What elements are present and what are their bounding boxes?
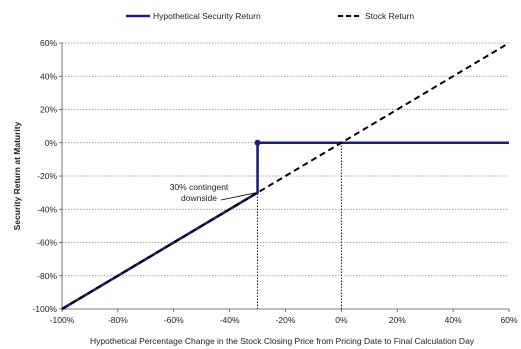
y-tick-label-6: 20%	[40, 105, 57, 115]
security-return-marker	[254, 139, 261, 146]
y-tick-label-5: 0%	[45, 138, 58, 148]
series-lines	[61, 42, 510, 311]
series-line-security-return	[61, 141, 509, 311]
legend: Hypothetical Security Return Stock Retur…	[126, 11, 414, 21]
contingent-downside-annotation: 30% contingent downside	[170, 182, 257, 203]
annotation-arrow	[220, 192, 257, 201]
y-tick-label-1: -80%	[37, 271, 57, 281]
reference-lines	[257, 142, 342, 309]
gridlines	[62, 42, 509, 277]
x-tick-label-6: 20%	[389, 315, 406, 325]
y-tick-label-2: -60%	[37, 238, 57, 248]
x-tick-label-3: -40%	[220, 315, 240, 325]
tick-labels: -100% -80% -60% -40% -20% 0% 20% 40% 60% -100% -80…	[32, 38, 518, 325]
legend-label-stock-return: Stock Return	[365, 11, 414, 21]
x-tick-label-1: -80%	[108, 315, 128, 325]
annotation-line-2: downside	[181, 193, 217, 203]
x-tick-label-2: -60%	[164, 315, 184, 325]
y-tick-label-4: -20%	[37, 171, 57, 181]
x-tick-label-0: -100%	[50, 315, 75, 325]
legend-label-security-return: Hypothetical Security Return	[153, 11, 261, 21]
y-tick-label-7: 40%	[40, 71, 57, 81]
y-tick-label-8: 60%	[40, 38, 57, 48]
x-tick-label-5: 0%	[335, 315, 348, 325]
y-tick-label-0: -100%	[32, 304, 57, 314]
x-tick-label-7: 40%	[445, 315, 462, 325]
y-tick-label-3: -40%	[37, 204, 57, 214]
x-axis-title: Hypothetical Percentage Change in the St…	[90, 336, 475, 346]
series-line-stock-return	[61, 42, 510, 310]
annotation-line-1: 30% contingent	[170, 182, 229, 192]
y-axis-title: Security Return at Maturity	[12, 121, 22, 230]
x-tick-label-8: 60%	[500, 315, 517, 325]
x-tick-label-4: -20%	[276, 315, 296, 325]
